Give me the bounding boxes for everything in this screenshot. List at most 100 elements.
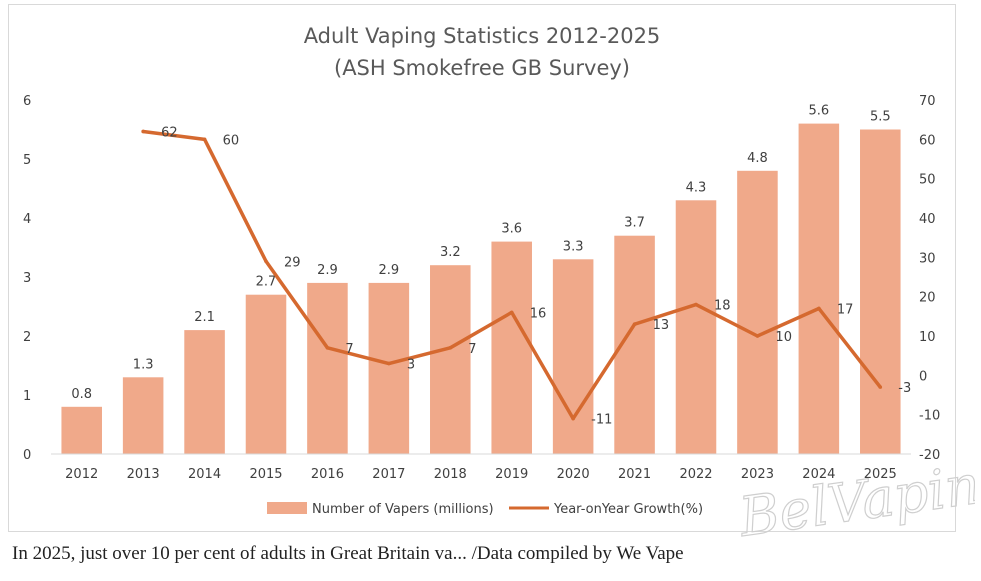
bar-value-label: 4.8 [747, 151, 768, 166]
growth-point [264, 259, 268, 264]
growth-value-label: 62 [161, 125, 178, 140]
x-axis-tick-label: 2019 [495, 467, 528, 482]
growth-point [509, 310, 514, 315]
legend-swatch-bars [267, 502, 307, 514]
bar-value-label: 2.7 [256, 275, 277, 290]
growth-value-label: 13 [653, 318, 670, 333]
right-axis-tick-label: 20 [919, 291, 936, 306]
right-axis-tick-label: 60 [919, 133, 936, 148]
legend: Number of Vapers (millions) Year-onYear … [267, 502, 703, 517]
bar [61, 406, 102, 454]
bar [491, 241, 532, 454]
growth-value-label: 7 [345, 342, 353, 357]
bar [552, 259, 594, 454]
bar-value-label: 3.6 [501, 222, 522, 237]
growth-point [632, 322, 637, 327]
x-axis-tick-label: 2023 [741, 467, 774, 482]
right-axis-tick-label: 70 [919, 94, 936, 109]
left-axis-tick-label: 4 [23, 212, 31, 227]
bar-value-label: 3.3 [563, 239, 584, 254]
x-axis-tick-label: 2018 [434, 467, 467, 482]
x-axis-tick-label: 2015 [249, 467, 282, 482]
bar [307, 282, 348, 454]
x-axis-tick-label: 2016 [311, 467, 344, 482]
line-series: 62 60 29 7 3 7 16 -11 13 18 10 17 -3 [141, 125, 911, 428]
bar [675, 200, 717, 454]
watermark-text: BelVaping [735, 462, 975, 542]
bar-value-label: 2.9 [317, 263, 338, 278]
right-axis-tick-label: -10 [919, 409, 940, 424]
legend-label-bars: Number of Vapers (millions) [312, 502, 494, 517]
right-y-axis: -20 -10 0 10 20 30 40 50 60 70 [919, 94, 940, 463]
bar [737, 170, 778, 455]
bar [122, 377, 164, 454]
growth-value-label: 60 [223, 133, 240, 148]
x-axis-tick-label: 2014 [188, 467, 221, 482]
growth-point [817, 306, 821, 311]
bar-value-label: 3.7 [624, 216, 645, 231]
bar [245, 294, 287, 454]
left-axis-tick-label: 0 [23, 448, 31, 463]
bar-value-label: 5.6 [809, 104, 830, 119]
growth-value-label: 7 [468, 342, 476, 357]
growth-value-label: 10 [775, 330, 792, 345]
bar-value-label: 1.3 [133, 357, 154, 372]
x-axis: 2012 2013 2014 2015 2016 2017 2018 2019 2020 2021… [65, 467, 897, 482]
growth-value-label: 29 [284, 255, 301, 270]
x-axis-tick-label: 2013 [127, 467, 160, 482]
left-axis-tick-label: 1 [23, 389, 31, 404]
x-axis-tick-label: 2025 [864, 467, 897, 482]
growth-value-label: 16 [530, 306, 547, 321]
left-axis-tick-label: 6 [23, 94, 31, 109]
growth-point [325, 346, 330, 350]
bar-series: 0.8 1.3 2.1 2.7 2.9 2.9 3.2 3.6 3.3 3.7 4.3 4.8 5.6 5… [61, 104, 901, 455]
right-axis-tick-label: -20 [919, 448, 940, 463]
chart-frame: Adult Vaping Statistics 2012-2025 (ASH S… [8, 4, 956, 532]
bar [368, 282, 410, 454]
x-axis-tick-label: 2021 [618, 467, 651, 482]
bar [860, 129, 901, 454]
legend-label-line: Year-onYear Growth(%) [553, 502, 703, 517]
x-axis-tick-label: 2024 [802, 467, 835, 482]
chart-title-line1: Adult Vaping Statistics 2012-2025 [304, 24, 661, 48]
bar-value-label: 5.5 [870, 110, 891, 125]
growth-point [571, 416, 575, 421]
growth-value-label: -3 [898, 381, 911, 396]
x-axis-tick-label: 2020 [557, 467, 590, 482]
right-axis-tick-label: 40 [919, 212, 936, 227]
caption: In 2025, just over 10 per cent of adults… [12, 543, 684, 564]
bar [184, 330, 225, 454]
growth-point [141, 129, 145, 134]
growth-value-label: 3 [407, 358, 415, 373]
right-axis-tick-label: 0 [919, 369, 927, 384]
growth-point [448, 346, 453, 350]
left-axis-tick-label: 2 [23, 330, 31, 345]
left-y-axis: 0 1 2 3 4 5 6 [23, 94, 31, 463]
watermark-logo: BelVaping [735, 462, 975, 542]
growth-point [694, 302, 698, 307]
x-axis-tick-label: 2017 [372, 467, 405, 482]
growth-value-label: 17 [837, 302, 854, 317]
left-axis-tick-label: 3 [23, 271, 31, 286]
chart-title-line2: (ASH Smokefree GB Survey) [334, 56, 630, 80]
bar-value-label: 2.1 [194, 310, 215, 325]
chart: Adult Vaping Statistics 2012-2025 (ASH S… [23, 24, 940, 517]
bar-value-label: 4.3 [686, 180, 707, 195]
bar [430, 265, 471, 454]
growth-point [202, 137, 207, 142]
right-axis-tick-label: 50 [919, 173, 936, 188]
growth-point [878, 385, 883, 389]
left-axis-tick-label: 5 [23, 153, 31, 168]
bar-value-label: 0.8 [71, 387, 92, 402]
growth-value-label: -11 [591, 413, 612, 428]
bar-value-label: 2.9 [379, 263, 400, 278]
growth-point [387, 361, 391, 366]
x-axis-tick-label: 2022 [679, 467, 712, 482]
growth-point [755, 334, 760, 338]
x-axis-tick-label: 2012 [65, 467, 98, 482]
right-axis-tick-label: 30 [919, 251, 936, 266]
bar-value-label: 3.2 [440, 245, 461, 260]
growth-value-label: 18 [714, 299, 731, 314]
right-axis-tick-label: 10 [919, 330, 936, 345]
bar [798, 123, 840, 454]
